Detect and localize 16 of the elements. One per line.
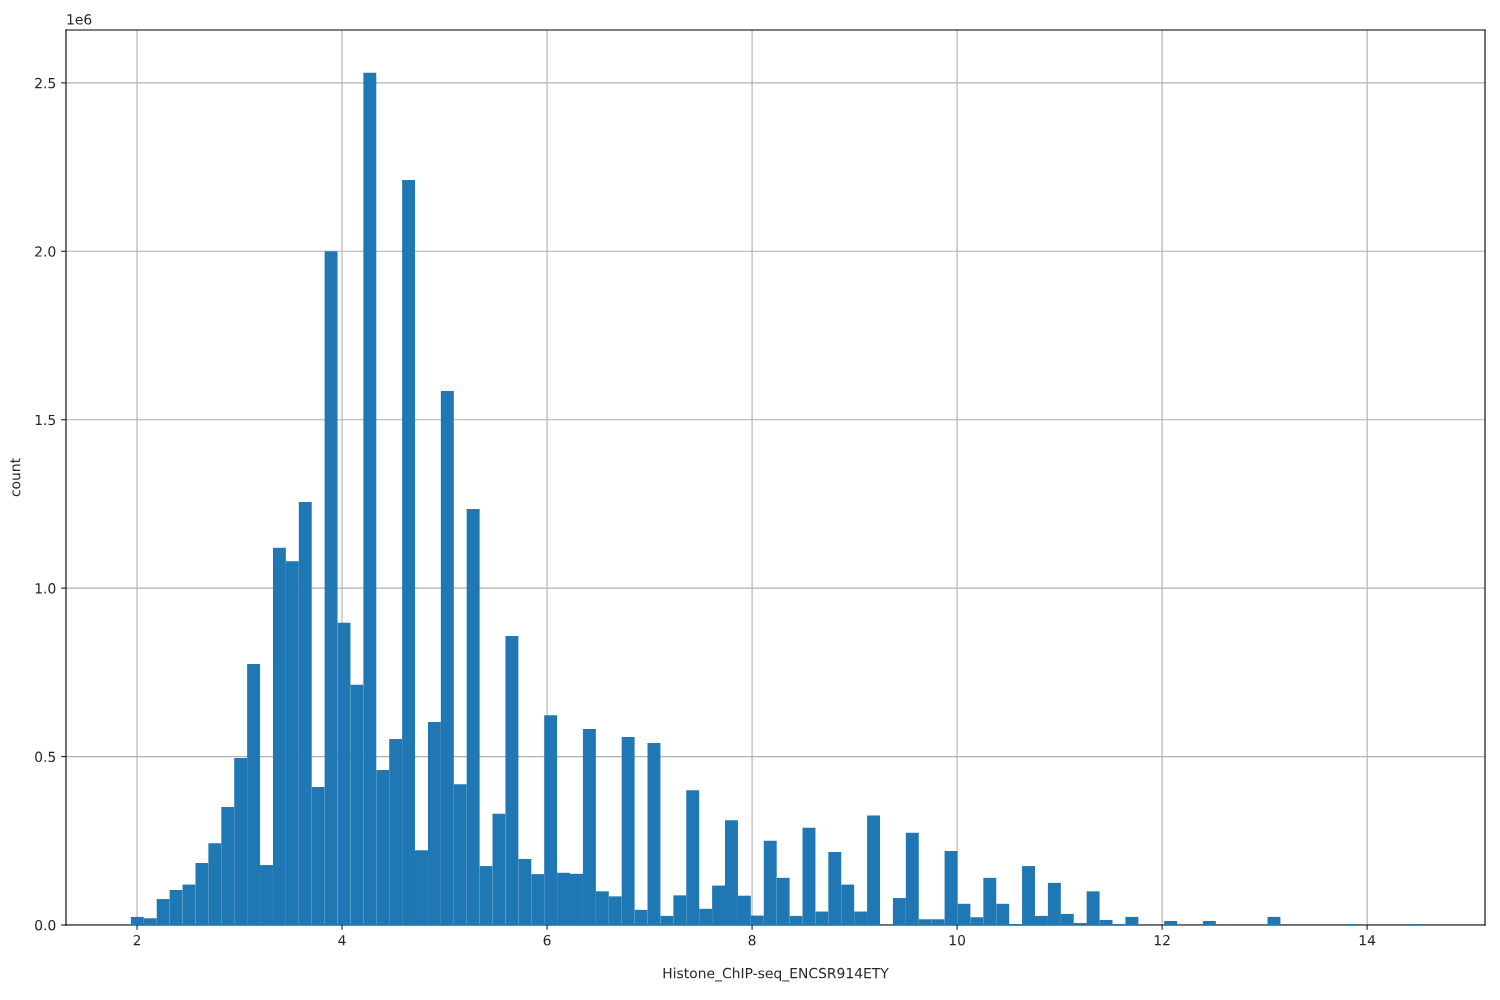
x-tick-label: 4 (338, 935, 346, 946)
y-axis-title: count (10, 458, 21, 497)
y-tick-label: 1.0 (35, 583, 56, 594)
x-tick-label: 12 (1154, 934, 1170, 946)
text: 1e6 (67, 14, 92, 25)
x-tick-label: 6 (543, 934, 551, 946)
x-axis-title: Histone_ChIP-seq_ENCSR914ETY (663, 967, 889, 982)
y-tick-label: 1.5 (35, 414, 56, 426)
x-tick-label: 8 (748, 934, 756, 946)
y-tick-label: 2.5 (35, 77, 56, 89)
x-tick-label: 14 (1359, 935, 1376, 946)
y-tick-label: 0.0 (35, 919, 56, 931)
x-tick-label: 10 (949, 934, 965, 946)
x-tick-label: 2 (133, 934, 141, 946)
y-tick-label: 2.0 (35, 246, 56, 257)
y-tick-label: 0.5 (35, 751, 56, 763)
